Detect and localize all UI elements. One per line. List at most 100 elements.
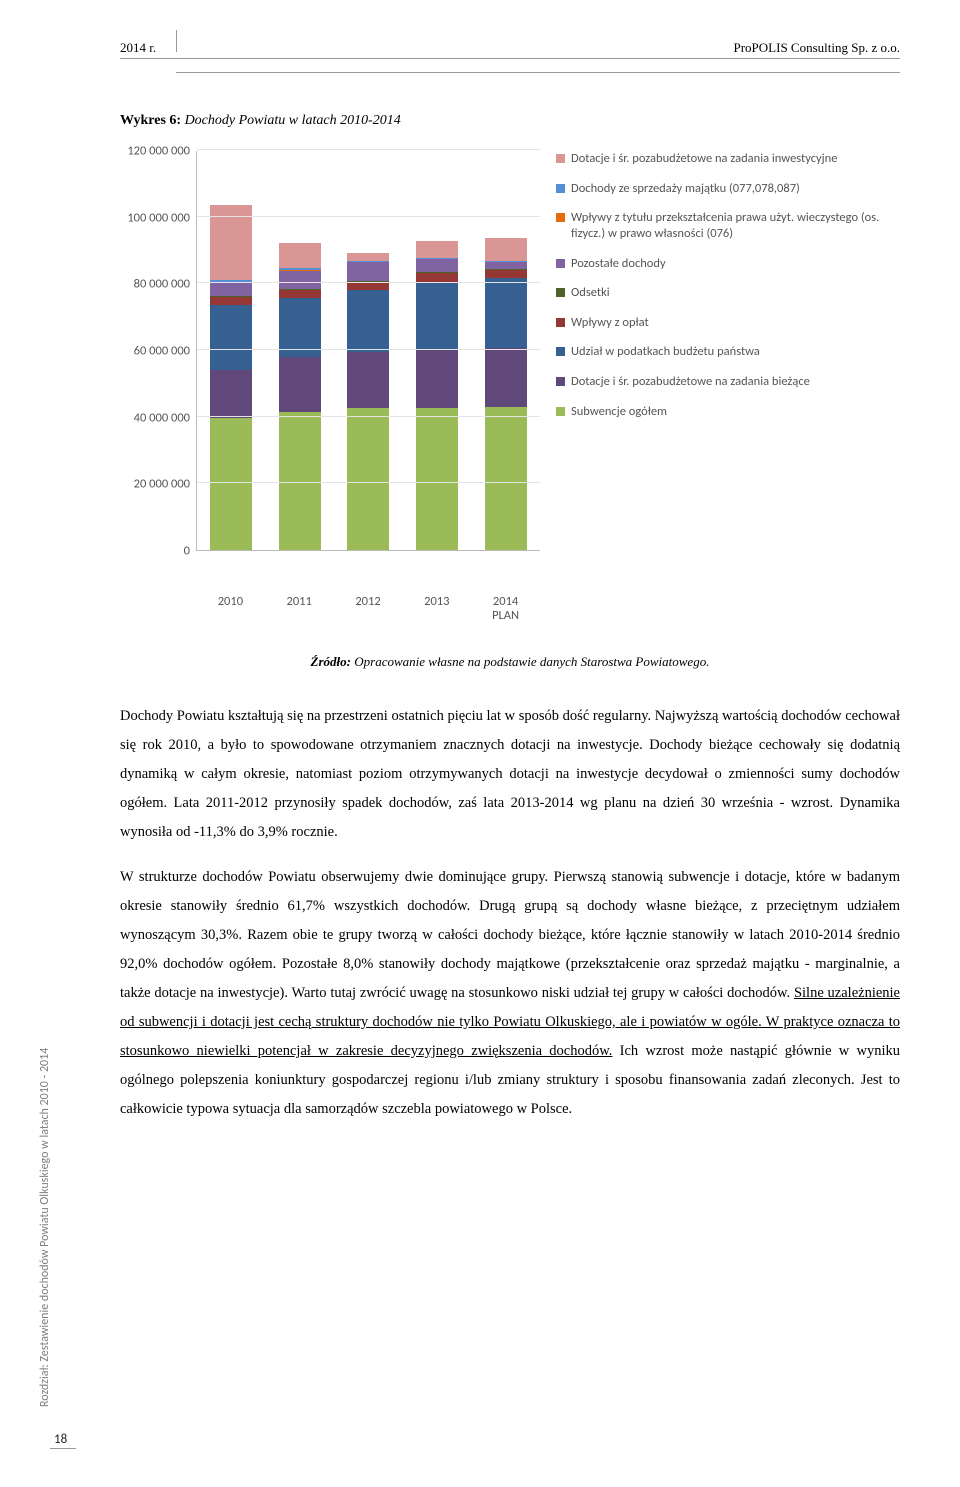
bar-segment bbox=[210, 297, 252, 305]
legend-item: Odsetki bbox=[556, 285, 900, 301]
legend-swatch bbox=[556, 154, 565, 163]
bar-segment bbox=[210, 282, 252, 295]
bar-segment bbox=[279, 290, 321, 298]
legend-item: Dotacje i śr. pozabudżetowe na zadania b… bbox=[556, 374, 900, 390]
bar-segment bbox=[210, 305, 252, 370]
legend-item: Pozostałe dochody bbox=[556, 256, 900, 272]
bar-segment bbox=[347, 290, 389, 352]
grid-line bbox=[197, 282, 540, 283]
y-axis: 020 000 00040 000 00060 000 00080 000 00… bbox=[120, 151, 196, 551]
legend-swatch bbox=[556, 288, 565, 297]
header-year: 2014 r. bbox=[120, 40, 156, 56]
x-tick-label: 2011 bbox=[278, 595, 320, 624]
legend-swatch bbox=[556, 347, 565, 356]
legend-swatch bbox=[556, 213, 565, 222]
chart-title-text: Dochody Powiatu w latach 2010-2014 bbox=[185, 113, 401, 128]
y-tick-label: 120 000 000 bbox=[127, 144, 190, 159]
legend-label: Dotacje i śr. pozabudżetowe na zadania i… bbox=[571, 151, 837, 167]
legend-label: Udział w podatkach budżetu państwa bbox=[571, 344, 760, 360]
legend-label: Subwencje ogółem bbox=[571, 404, 667, 420]
grid-line bbox=[197, 482, 540, 483]
bar-segment bbox=[347, 253, 389, 261]
bar bbox=[347, 253, 389, 550]
bar-segment bbox=[279, 271, 321, 289]
bar bbox=[210, 205, 252, 550]
legend-item: Dotacje i śr. pozabudżetowe na zadania i… bbox=[556, 151, 900, 167]
page-number-rule bbox=[50, 1448, 76, 1449]
legend-item: Udział w podatkach budżetu państwa bbox=[556, 344, 900, 360]
grid-line bbox=[197, 349, 540, 350]
bar-segment bbox=[210, 418, 252, 550]
header-divider bbox=[176, 30, 177, 52]
legend-label: Pozostałe dochody bbox=[571, 256, 666, 272]
bar-group bbox=[197, 151, 540, 550]
bar-segment bbox=[416, 282, 458, 350]
source-label: Źródło: bbox=[311, 654, 351, 669]
bar-segment bbox=[485, 407, 527, 550]
legend-label: Dotacje i śr. pozabudżetowe na zadania b… bbox=[571, 374, 810, 390]
p2-part-a: W strukturze dochodów Powiatu obserwujem… bbox=[120, 869, 900, 1001]
page-number: 18 bbox=[54, 1432, 67, 1447]
source-text: Opracowanie własne na podstawie danych S… bbox=[354, 654, 709, 669]
y-tick-label: 80 000 000 bbox=[134, 277, 190, 292]
legend-item: Wpływy z opłat bbox=[556, 315, 900, 331]
paragraph-2: W strukturze dochodów Powiatu obserwujem… bbox=[120, 863, 900, 1124]
bar bbox=[485, 238, 527, 550]
legend-label: Dochody ze sprzedaży majątku (077,078,08… bbox=[571, 181, 800, 197]
bar-segment bbox=[347, 352, 389, 409]
bar-segment bbox=[279, 243, 321, 268]
plot-area bbox=[196, 151, 540, 551]
bar-segment bbox=[210, 370, 252, 418]
x-tick-label: 2010 bbox=[209, 595, 251, 624]
chart-legend: Dotacje i śr. pozabudżetowe na zadania i… bbox=[556, 151, 900, 624]
legend-swatch bbox=[556, 377, 565, 386]
bar-segment bbox=[347, 262, 389, 280]
y-tick-label: 20 000 000 bbox=[134, 477, 190, 492]
legend-item: Wpływy z tytułu przekształcenia prawa uż… bbox=[556, 210, 900, 241]
bar-segment bbox=[416, 350, 458, 408]
bar-segment bbox=[279, 298, 321, 356]
x-tick-label: 2012 bbox=[347, 595, 389, 624]
bar-segment bbox=[485, 348, 527, 406]
y-tick-label: 40 000 000 bbox=[134, 410, 190, 425]
legend-item: Dochody ze sprzedaży majątku (077,078,08… bbox=[556, 181, 900, 197]
legend-swatch bbox=[556, 318, 565, 327]
bar-segment bbox=[416, 259, 458, 272]
bar-segment bbox=[416, 273, 458, 281]
legend-swatch bbox=[556, 407, 565, 416]
legend-swatch bbox=[556, 184, 565, 193]
bar-segment bbox=[416, 241, 458, 258]
body-text: Dochody Powiatu kształtują się na przest… bbox=[120, 702, 900, 1124]
section-side-label: Rozdział: Zestawienie dochodów Powiatu O… bbox=[38, 1048, 52, 1407]
y-tick-label: 100 000 000 bbox=[127, 210, 190, 225]
chart: 0 20 000 000 40 000 000 60 000 000 80 000 00… bbox=[120, 151, 900, 624]
grid-line bbox=[197, 216, 540, 217]
y-tick-label: 0 bbox=[184, 544, 190, 559]
bar-segment bbox=[485, 278, 527, 348]
bar-segment bbox=[485, 262, 527, 269]
header-company: ProPOLIS Consulting Sp. z o.o. bbox=[734, 40, 901, 56]
legend-swatch bbox=[556, 259, 565, 268]
legend-label: Odsetki bbox=[571, 285, 610, 301]
x-tick-label: 2013 bbox=[416, 595, 458, 624]
bar-segment bbox=[416, 408, 458, 550]
x-axis-labels: 2010 2011 2012 2013 2014PLAN bbox=[196, 595, 540, 624]
bar bbox=[416, 241, 458, 550]
x-tick-label: 2014PLAN bbox=[485, 595, 527, 624]
bar-segment bbox=[279, 357, 321, 412]
grid-line bbox=[197, 149, 540, 150]
legend-label: Wpływy z tytułu przekształcenia prawa uż… bbox=[571, 210, 900, 241]
bar-segment bbox=[347, 408, 389, 550]
page-header: 2014 r. ProPOLIS Consulting Sp. z o.o. bbox=[120, 40, 900, 59]
legend-item: Subwencje ogółem bbox=[556, 404, 900, 420]
chart-title-label: Wykres 6: bbox=[120, 113, 181, 128]
bar-segment bbox=[279, 412, 321, 550]
legend-label: Wpływy z opłat bbox=[571, 315, 649, 331]
bar-segment bbox=[485, 238, 527, 261]
bar bbox=[279, 243, 321, 550]
bar-segment bbox=[485, 270, 527, 278]
grid-line bbox=[197, 416, 540, 417]
paragraph-1: Dochody Powiatu kształtują się na przest… bbox=[120, 702, 900, 847]
chart-source: Źródło: Opracowanie własne na podstawie … bbox=[120, 654, 900, 670]
y-tick-label: 60 000 000 bbox=[134, 344, 190, 359]
